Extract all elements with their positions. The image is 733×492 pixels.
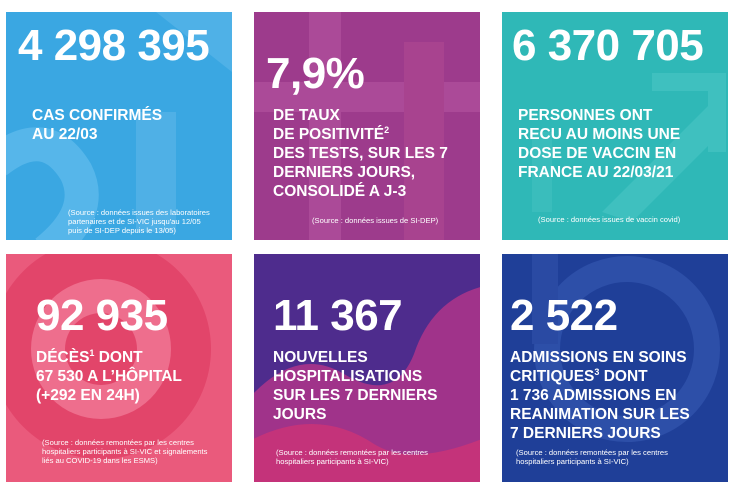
confirmed-cases-label: CAS CONFIRMÉS AU 22/03 [32, 106, 162, 144]
decorative-shapes [6, 12, 232, 240]
source-line: (Source : données remontées par les cent… [276, 448, 428, 457]
label-line: 1 736 ADMISSIONS EN [510, 387, 677, 404]
source-line: (Source : données remontées par les cent… [42, 438, 194, 447]
label-line: CRITIQUES3 DONT [510, 366, 648, 385]
source-line: hospitaliers participants à SI-VIC) [276, 457, 389, 466]
decorative-shapes [254, 12, 480, 240]
label-line: RECU AU MOINS UNE [518, 126, 681, 143]
tile-deaths: 92 935 DÉCÈS1 DONT 67 530 A L’HÔPITAL (+… [6, 254, 232, 482]
tile-confirmed-cases: 4 298 395 CAS CONFIRMÉS AU 22/03 (Source… [6, 12, 232, 240]
new-hospitalisations-value: 11 367 [273, 291, 403, 340]
deaths-value: 92 935 [36, 291, 168, 340]
label-line: (+292 EN 24H) [36, 387, 140, 404]
label-line: ADMISSIONS EN SOINS [510, 349, 687, 366]
source-note: (Source : données issues de SI-DEP) [312, 216, 439, 225]
label-line: REANIMATION SUR LES [510, 406, 690, 423]
label-line: CONSOLIDÉ A J-3 [273, 183, 407, 200]
source-note: (Source : données remontées par les cent… [516, 448, 668, 466]
label-line: DE TAUX [273, 107, 340, 124]
deaths-label: DÉCÈS1 DONT 67 530 A L’HÔPITAL (+292 EN … [36, 348, 182, 405]
confirmed-cases-value: 4 298 395 [18, 21, 210, 70]
label-line: DE POSITIVITÉ2 [273, 124, 390, 143]
vaccinated-label: PERSONNES ONT RECU AU MOINS UNE DOSE DE … [518, 106, 680, 182]
tile-positivity-rate: 7,9% DE TAUX DE POSITIVITÉ2 DES TESTS, S… [254, 12, 480, 240]
source-note: (Source : données remontées par les cent… [42, 438, 207, 465]
label-line: JOURS [273, 406, 327, 423]
source-note: (Source : données issues des laboratoire… [68, 208, 210, 235]
tile-new-hospitalisations: 11 367 NOUVELLES HOSPITALISATIONS SUR LE… [254, 254, 480, 482]
label-line: NOUVELLES [273, 349, 368, 366]
label-line: DES TESTS, SUR LES 7 [273, 145, 448, 162]
label-line: DOSE DE VACCIN EN [518, 145, 677, 162]
label-line: HOSPITALISATIONS [273, 368, 423, 385]
critical-care-label: ADMISSIONS EN SOINS CRITIQUES3 DONT 1 73… [510, 348, 690, 443]
critical-care-value: 2 522 [510, 291, 618, 340]
new-hospitalisations-label: NOUVELLES HOSPITALISATIONS SUR LES 7 DER… [273, 348, 438, 424]
label-line: 67 530 A L’HÔPITAL [36, 368, 182, 385]
source-note: (Source : données issues de vaccin covid… [538, 215, 681, 224]
source-line: partenaires et de SI-VIC jusqu'au 12/05 [68, 217, 201, 226]
label-line: DÉCÈS1 DONT [36, 347, 143, 366]
vaccinated-value: 6 370 705 [512, 21, 704, 70]
decorative-shapes [532, 254, 720, 442]
positivity-rate-value: 7,9% [266, 49, 365, 98]
source-line: hospitaliers participants à SI-VIC) [516, 457, 629, 466]
decorative-shapes [532, 73, 726, 222]
label-line: SUR LES 7 DERNIERS [273, 387, 438, 404]
label-line: 7 DERNIERS JOURS [510, 425, 661, 442]
label-line: PERSONNES ONT [518, 107, 653, 124]
tile-critical-care: 2 522 ADMISSIONS EN SOINS CRITIQUES3 DON… [502, 254, 728, 482]
source-line: (Source : données remontées par les cent… [516, 448, 668, 457]
decorative-shapes [254, 287, 480, 482]
decorative-shapes [6, 254, 211, 459]
label-line: DERNIERS JOURS, [273, 164, 416, 181]
positivity-rate-label: DE TAUX DE POSITIVITÉ2 DES TESTS, SUR LE… [273, 106, 448, 201]
source-line: puis de SI-DEP depuis le 13/05) [68, 226, 176, 235]
tile-vaccinated: 6 370 705 PERSONNES ONT RECU AU MOINS UN… [502, 12, 728, 240]
label-line: AU 22/03 [32, 126, 98, 143]
source-line: hospitaliers participants à SI-VIC et si… [42, 447, 208, 456]
label-line: FRANCE AU 22/03/21 [518, 164, 674, 181]
source-line: liés au COVID-19 dans les ESMS) [42, 456, 158, 465]
source-note: (Source : données remontées par les cent… [276, 448, 428, 466]
source-line: (Source : données issues des laboratoire… [68, 208, 210, 217]
label-line: CAS CONFIRMÉS [32, 107, 163, 124]
